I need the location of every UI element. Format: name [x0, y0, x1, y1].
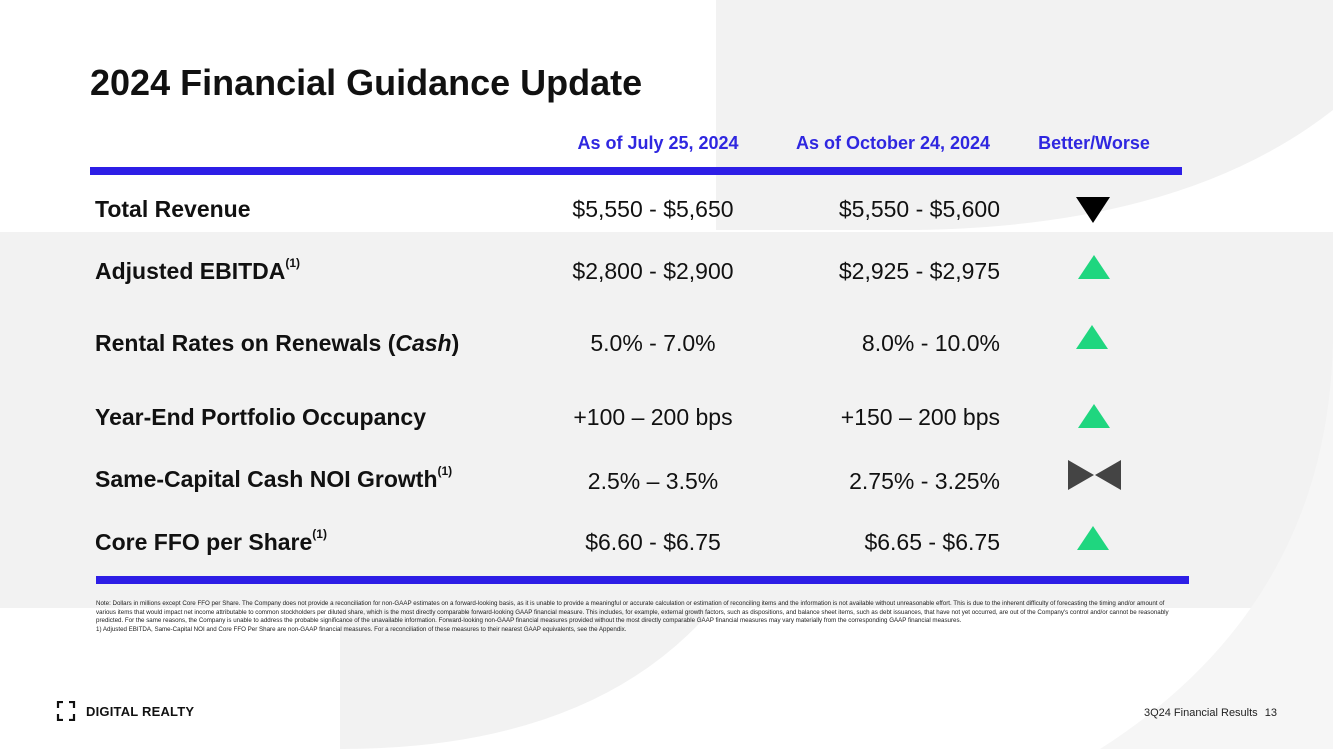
cell-october-core-ffo: $6.65 - $6.75 — [864, 529, 1000, 555]
row-label-core-ffo: Core FFO per Share(1) — [95, 527, 327, 555]
better-up-triangle-icon — [1077, 526, 1109, 550]
footer-text: 3Q24 Financial Results — [1143, 707, 1258, 719]
bracket-logo-icon — [56, 701, 76, 721]
row-label-rental-rates: Rental Rates on Renewals (Cash) — [95, 330, 460, 356]
cell-october-same-capital-noi: 2.75% - 3.25% — [849, 468, 1000, 494]
cell-july-adjusted-ebitda: $2,800 - $2,900 — [572, 258, 734, 284]
row-label-occupancy: Year-End Portfolio Occupancy — [95, 404, 427, 430]
neutral-bowtie-icon — [1068, 460, 1121, 490]
cell-july-rental-rates: 5.0% - 7.0% — [590, 330, 716, 356]
worse-down-triangle-icon — [1076, 197, 1110, 223]
brand-name: DIGITAL REALTY — [86, 703, 195, 719]
better-up-triangle-icon — [1078, 404, 1110, 428]
column-header-october: As of October 24, 2024 — [795, 133, 991, 153]
cell-july-total-revenue: $5,550 - $5,650 — [572, 196, 734, 222]
footnote-text: Note: Dollars in millions except Core FF… — [96, 600, 1186, 634]
note-footnote: 1) Adjusted EBITDA, Same-Capital NOI and… — [96, 625, 627, 633]
table-bottom-divider — [96, 576, 1189, 584]
cell-july-same-capital-noi: 2.5% – 3.5% — [587, 468, 719, 494]
row-label-adjusted-ebitda: Adjusted EBITDA(1) — [95, 256, 301, 284]
cell-october-rental-rates: 8.0% - 10.0% — [861, 330, 1000, 356]
cell-october-total-revenue: $5,550 - $5,600 — [838, 196, 1000, 222]
column-header-july: As of July 25, 2024 — [577, 133, 739, 153]
header-divider — [90, 167, 1182, 175]
better-up-triangle-icon — [1078, 255, 1110, 279]
cell-october-occupancy: +150 – 200 bps — [840, 404, 1000, 430]
page-number: 13 — [1264, 707, 1277, 719]
page-footer: 3Q24 Financial Results 13 — [1144, 707, 1277, 719]
cell-july-core-ffo: $6.60 - $6.75 — [585, 529, 721, 555]
note-main: Note: Dollars in millions except Core FF… — [96, 600, 1169, 625]
row-label-total-revenue: Total Revenue — [95, 196, 251, 222]
cell-october-adjusted-ebitda: $2,925 - $2,975 — [838, 258, 1000, 284]
column-header-better-worse: Better/Worse — [1038, 133, 1150, 153]
cell-july-occupancy: +100 – 200 bps — [573, 404, 733, 430]
brand-logo: DIGITAL REALTY — [56, 701, 194, 721]
row-label-same-capital-noi: Same-Capital Cash NOI Growth(1) — [95, 464, 453, 492]
better-up-triangle-icon — [1076, 325, 1108, 349]
page-title: 2024 Financial Guidance Update — [90, 62, 643, 103]
